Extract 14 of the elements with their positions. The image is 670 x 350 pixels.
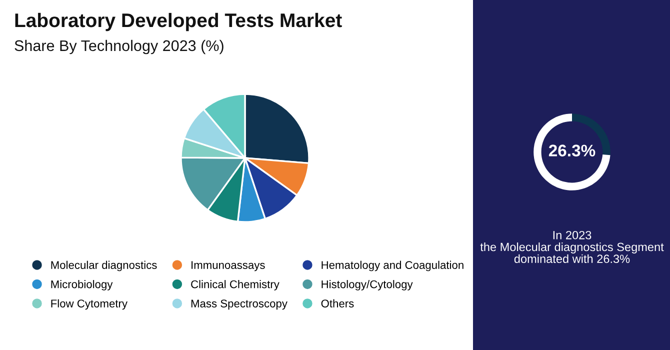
chart-subtitle: Share By Technology 2023 (%) xyxy=(14,40,224,54)
legend-label: Histology/Cytology xyxy=(322,280,413,290)
donut-slice xyxy=(534,114,610,190)
legend-label: Others xyxy=(321,299,354,308)
legend-label: Molecular diagnostics xyxy=(51,260,157,272)
legend-label: Flow Cytometry xyxy=(51,299,128,310)
legend-label: Mass Spectroscopy xyxy=(191,300,288,310)
legend-label: Clinical Chemistry xyxy=(191,280,280,290)
text: In 2023 the Molecular diagnostics Segment dominated with 26.3% xyxy=(480,230,664,264)
chart-title: Laboratory Developed Tests Market xyxy=(15,12,342,32)
legend-label: Hematology and Coagulation xyxy=(322,260,464,272)
data-label: 26.3% xyxy=(548,144,596,156)
legend-label: Immunoassays xyxy=(192,261,265,272)
legend-label: Microbiology xyxy=(51,280,113,290)
